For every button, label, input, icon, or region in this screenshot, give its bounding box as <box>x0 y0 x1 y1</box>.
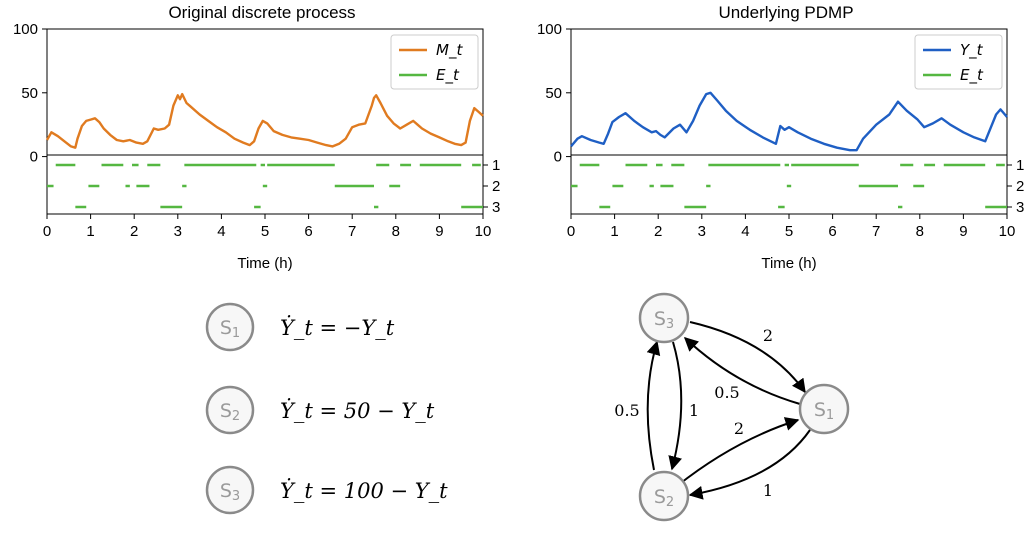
x-tick-label: 3 <box>698 223 706 240</box>
edge-rate-s3-s2: 1 <box>689 401 699 420</box>
edge-rate-s1-s3: 0.5 <box>714 383 739 402</box>
edge-s1-to-s3 <box>683 337 801 405</box>
x-axis: 0 1 2 3 4 5 6 7 8 9 10 <box>567 214 1016 240</box>
x-tick-label: 7 <box>872 223 880 240</box>
state-node-label: S2 <box>220 400 240 424</box>
node-circle <box>638 470 690 522</box>
legend-label-y: Y_t <box>960 41 984 60</box>
edge-rate-s2-s3: 0.5 <box>614 401 639 420</box>
x-tick-label: 9 <box>959 223 967 240</box>
x-tick-label: 1 <box>610 223 618 240</box>
x-tick-label: 0 <box>43 223 51 240</box>
x-axis-label: Time (h) <box>761 255 816 272</box>
x-axis-label: Time (h) <box>237 255 292 272</box>
series-line-m <box>45 92 484 149</box>
node-s3: S3 <box>638 292 690 344</box>
x-tick-label: 4 <box>741 223 749 240</box>
state-segments <box>47 163 483 209</box>
state-label: 1 <box>492 157 500 174</box>
x-axis: 0 1 2 3 4 5 6 7 8 9 10 <box>43 214 492 240</box>
series-line-y <box>570 91 1008 152</box>
state-segments <box>571 163 1007 209</box>
transition-diagram: 2 0.5 2 1 1 0.5 S3 S1 S2 <box>614 292 850 522</box>
legend-label-e: E_t <box>960 66 984 85</box>
edge-s3-to-s2 <box>668 341 683 471</box>
x-tick-label: 7 <box>348 223 356 240</box>
edge-rate-s3-s1: 2 <box>763 326 773 345</box>
legend-box <box>914 34 1003 90</box>
x-tick-label: 2 <box>130 223 138 240</box>
state-label: 1 <box>1016 157 1024 174</box>
equation-row-s2: S2 Ẏ_t = 50 − Y_t <box>205 385 435 435</box>
legend-label-m: M_t <box>436 41 463 60</box>
equation-text: Ẏ_t = 100 − Y_t <box>280 479 448 503</box>
edge-s2-to-s3 <box>646 340 661 471</box>
chart-title: Original discrete process <box>168 3 355 22</box>
state-node-s3 <box>205 465 255 515</box>
equation-list: S1 Ẏ_t = −Y_t S2 Ẏ_t = 50 − Y_t S3 Ẏ_t =… <box>205 302 448 515</box>
x-tick-label: 2 <box>654 223 662 240</box>
node-circle <box>638 292 690 344</box>
edge-s1-to-s2 <box>688 429 811 500</box>
panel-original-discrete: Original discrete process 0 50 100 0 1 2 3 4 5 6… <box>13 3 500 272</box>
state-label: 3 <box>1016 199 1024 216</box>
legend: M_t E_t <box>390 34 479 90</box>
state-label: 3 <box>492 199 500 216</box>
x-tick-label: 5 <box>785 223 793 240</box>
state-node-s1 <box>205 302 255 352</box>
y-tick-label: 100 <box>13 21 38 38</box>
y-tick-label: 0 <box>30 149 38 166</box>
x-tick-label: 9 <box>435 223 443 240</box>
state-node-label: S1 <box>220 317 240 341</box>
x-tick-label: 10 <box>999 223 1016 240</box>
x-tick-label: 5 <box>261 223 269 240</box>
node-s2: S2 <box>638 470 690 522</box>
x-tick-label: 8 <box>392 223 400 240</box>
y-axis: 0 50 100 <box>13 21 47 166</box>
legend: Y_t E_t <box>914 34 1003 90</box>
state-node-s2 <box>205 385 255 435</box>
equation-text: Ẏ_t = 50 − Y_t <box>280 399 435 423</box>
state-node-label: S3 <box>220 480 240 504</box>
equation-row-s1: S1 Ẏ_t = −Y_t <box>205 302 395 352</box>
legend-label-e: E_t <box>436 66 460 85</box>
x-tick-label: 6 <box>304 223 312 240</box>
chart-title: Underlying PDMP <box>718 3 853 22</box>
legend-box <box>390 34 479 90</box>
edge-rate-s1-s2: 1 <box>763 481 773 500</box>
y-tick-label: 50 <box>545 85 562 102</box>
state-labels: 1 2 3 <box>1007 157 1024 216</box>
node-s1: S1 <box>798 383 850 435</box>
y-axis: 0 50 100 <box>537 21 571 166</box>
equation-text: Ẏ_t = −Y_t <box>280 316 395 340</box>
x-tick-label: 4 <box>217 223 225 240</box>
edge-s2-to-s1 <box>676 417 800 487</box>
x-tick-label: 10 <box>475 223 492 240</box>
x-tick-label: 1 <box>86 223 94 240</box>
equation-row-s3: S3 Ẏ_t = 100 − Y_t <box>205 465 448 515</box>
edge-s3-to-s1 <box>689 321 806 394</box>
state-labels: 1 2 3 <box>483 157 500 216</box>
node-label: S2 <box>654 486 674 510</box>
state-label: 2 <box>1016 178 1024 195</box>
node-label: S3 <box>654 308 674 332</box>
node-circle <box>798 383 850 435</box>
x-tick-label: 3 <box>174 223 182 240</box>
y-tick-label: 50 <box>21 85 38 102</box>
state-label: 2 <box>492 178 500 195</box>
x-tick-label: 6 <box>828 223 836 240</box>
x-tick-label: 8 <box>916 223 924 240</box>
y-tick-label: 0 <box>554 149 562 166</box>
x-tick-label: 0 <box>567 223 575 240</box>
node-label: S1 <box>814 399 834 423</box>
y-tick-label: 100 <box>537 21 562 38</box>
edge-rate-s2-s1: 2 <box>734 419 744 438</box>
